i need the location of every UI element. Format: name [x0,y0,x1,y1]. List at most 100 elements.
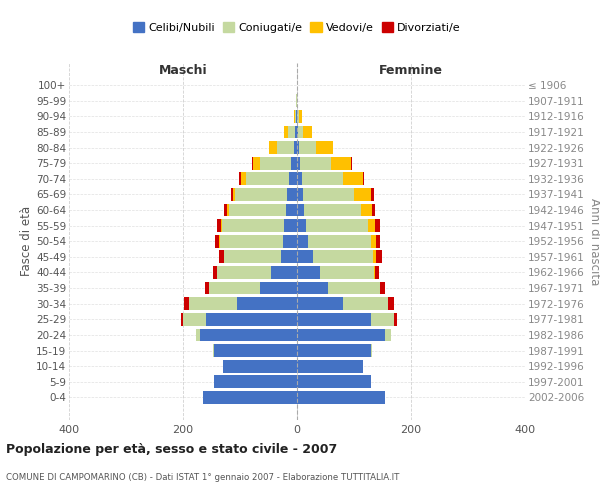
Bar [297,282,328,294]
Bar [253,157,260,170]
Bar [371,344,372,357]
Bar [209,282,260,294]
Bar [331,157,351,170]
Bar [372,204,375,216]
Bar [289,172,297,185]
Bar [224,204,227,216]
Bar [297,110,299,123]
Bar [181,313,183,326]
Bar [252,157,253,170]
Bar [287,188,297,201]
Bar [343,172,362,185]
Bar [297,141,299,154]
Bar [231,188,233,201]
Bar [281,250,297,264]
Bar [213,344,214,357]
Bar [227,204,229,216]
Bar [269,141,277,154]
Bar [196,328,200,342]
Bar [241,172,246,185]
Bar [374,266,375,279]
Bar [371,235,376,248]
Bar [214,376,297,388]
Bar [343,298,388,310]
Bar [297,298,343,310]
Bar [394,313,397,326]
Bar [260,282,297,294]
Bar [316,141,333,154]
Bar [298,126,303,138]
Bar [354,188,371,201]
Bar [304,204,361,216]
Bar [239,172,241,185]
Bar [380,282,385,294]
Bar [376,250,382,264]
Bar [368,219,375,232]
Bar [320,266,374,279]
Bar [223,360,297,372]
Bar [313,250,373,264]
Bar [375,219,380,232]
Bar [206,313,297,326]
Bar [217,219,221,232]
Bar [300,157,331,170]
Bar [233,188,235,201]
Bar [308,235,371,248]
Bar [294,141,297,154]
Bar [283,235,297,248]
Bar [183,313,206,326]
Bar [297,391,385,404]
Bar [224,250,281,264]
Bar [299,141,316,154]
Bar [303,126,312,138]
Bar [371,313,394,326]
Bar [220,250,224,264]
Bar [388,298,394,310]
Bar [297,328,385,342]
Bar [297,172,302,185]
Bar [260,157,292,170]
Bar [220,235,283,248]
Bar [305,219,368,232]
Bar [385,328,391,342]
Bar [328,282,380,294]
Bar [295,126,297,138]
Bar [271,266,297,279]
Bar [213,266,217,279]
Bar [297,235,308,248]
Y-axis label: Fasce di età: Fasce di età [20,206,33,276]
Bar [297,360,362,372]
Bar [297,204,304,216]
Y-axis label: Anni di nascita: Anni di nascita [588,198,600,285]
Bar [188,298,237,310]
Bar [214,344,297,357]
Bar [302,172,343,185]
Bar [286,204,297,216]
Bar [297,188,303,201]
Bar [200,328,297,342]
Bar [292,157,297,170]
Bar [215,235,220,248]
Bar [297,157,300,170]
Bar [297,219,305,232]
Bar [184,298,188,310]
Bar [361,204,372,216]
Bar [295,110,296,123]
Text: Popolazione per età, sesso e stato civile - 2007: Popolazione per età, sesso e stato civil… [6,442,337,456]
Bar [362,172,364,185]
Bar [373,250,376,264]
Bar [297,266,320,279]
Bar [229,204,286,216]
Bar [289,126,295,138]
Text: Maschi: Maschi [158,64,208,78]
Bar [297,376,371,388]
Legend: Celibi/Nubili, Coniugati/e, Vedovi/e, Divorziati/e: Celibi/Nubili, Coniugati/e, Vedovi/e, Di… [129,18,465,38]
Bar [235,188,287,201]
Bar [205,282,209,294]
Text: COMUNE DI CAMPOMARINO (CB) - Dati ISTAT 1° gennaio 2007 - Elaborazione TUTTITALI: COMUNE DI CAMPOMARINO (CB) - Dati ISTAT … [6,472,400,482]
Bar [246,172,289,185]
Bar [203,391,297,404]
Bar [222,219,284,232]
Bar [277,141,294,154]
Bar [375,266,379,279]
